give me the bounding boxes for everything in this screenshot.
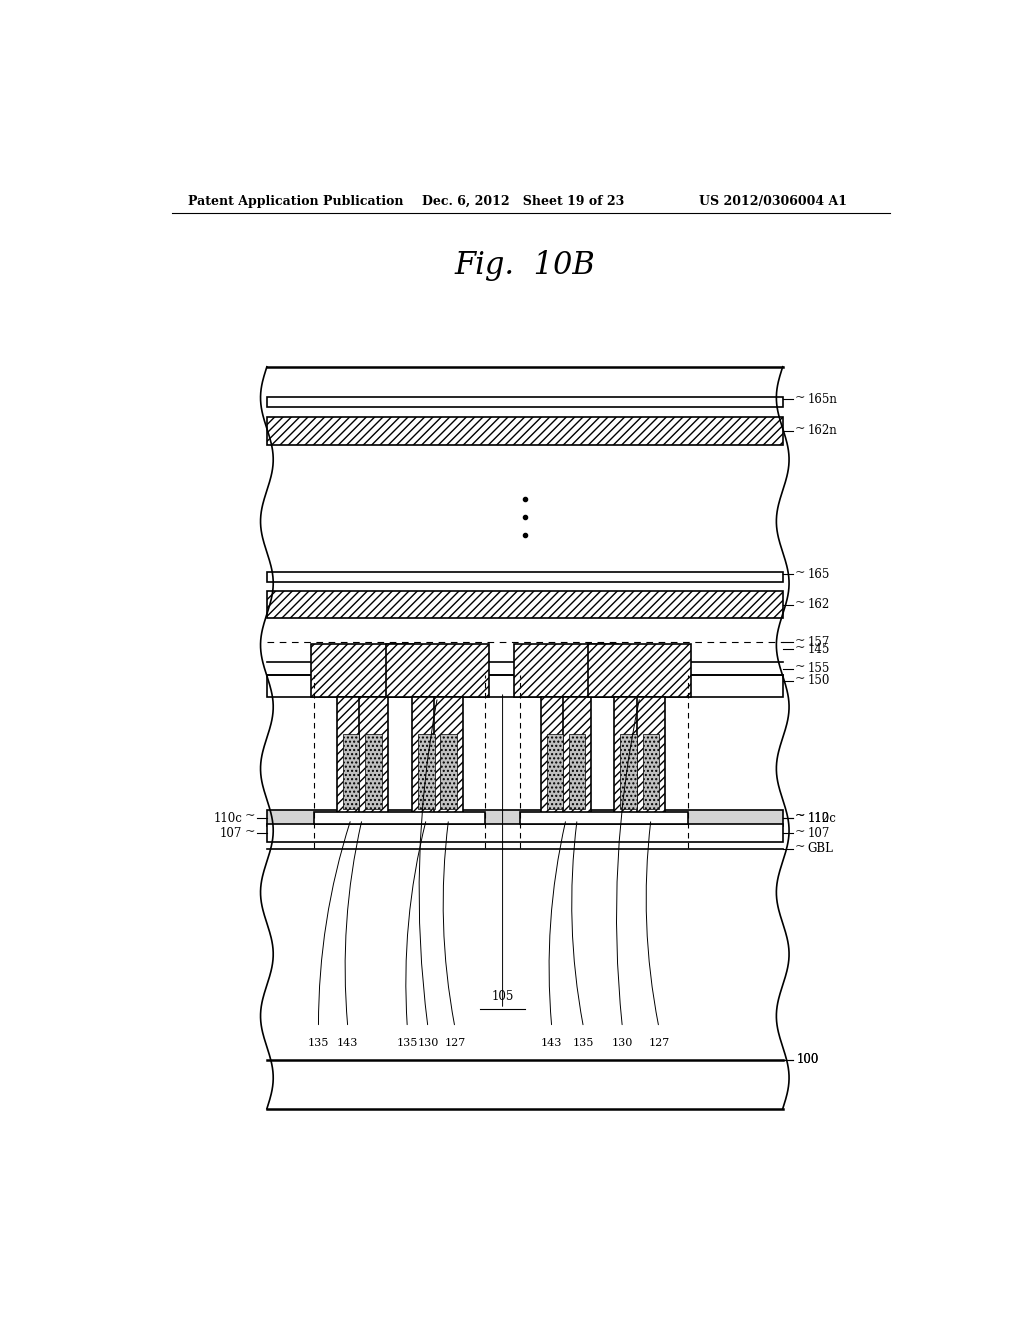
Text: ~: ~ [795, 391, 805, 404]
Text: 107: 107 [807, 826, 829, 840]
Text: ~: ~ [245, 825, 255, 838]
Text: 157: 157 [807, 636, 829, 648]
Bar [267, 824, 782, 842]
Text: 162: 162 [807, 598, 829, 611]
Text: ~: ~ [795, 672, 805, 685]
Text: 135: 135 [572, 1038, 594, 1048]
Text: ~: ~ [795, 422, 805, 436]
Bar [541, 697, 569, 818]
Text: 105: 105 [492, 990, 514, 1003]
Text: 145: 145 [807, 643, 829, 656]
Text: ~: ~ [795, 809, 805, 822]
Bar [643, 734, 659, 809]
Text: 135: 135 [308, 1038, 329, 1048]
Text: 162n: 162n [807, 424, 837, 437]
Text: 127: 127 [444, 1038, 466, 1048]
Bar [547, 734, 563, 809]
Text: 130: 130 [611, 1038, 633, 1048]
Text: US 2012/0306004 A1: US 2012/0306004 A1 [699, 194, 848, 207]
Text: ~: ~ [795, 640, 805, 653]
Bar [412, 697, 440, 818]
Text: 165: 165 [807, 568, 829, 581]
Text: ~: ~ [795, 565, 805, 578]
Bar [434, 697, 463, 818]
Bar [267, 591, 782, 618]
Bar [520, 812, 688, 824]
Bar [267, 675, 782, 697]
Text: GBL: GBL [807, 842, 834, 855]
Text: 143: 143 [337, 1038, 358, 1048]
Bar [440, 734, 457, 809]
Bar [621, 734, 637, 809]
Text: 135: 135 [396, 1038, 418, 1048]
Text: 130: 130 [418, 1038, 438, 1048]
Bar [337, 697, 366, 818]
Bar [614, 697, 643, 818]
Text: 150: 150 [807, 675, 829, 688]
Bar [267, 417, 782, 445]
Text: 165n: 165n [807, 393, 838, 405]
Bar [267, 397, 782, 408]
Text: ~: ~ [795, 840, 805, 853]
Bar [267, 367, 782, 1109]
Bar [310, 644, 414, 697]
Text: ~: ~ [795, 660, 805, 673]
Bar [563, 697, 592, 818]
Text: Patent Application Publication: Patent Application Publication [187, 194, 403, 207]
Bar [313, 812, 485, 824]
Bar [267, 810, 782, 826]
Text: 100: 100 [797, 1053, 818, 1067]
Bar [588, 644, 691, 697]
Bar [365, 734, 382, 809]
Text: ~: ~ [795, 825, 805, 838]
Bar [514, 644, 617, 697]
Text: Dec. 6, 2012   Sheet 19 of 23: Dec. 6, 2012 Sheet 19 of 23 [422, 194, 624, 207]
Bar [386, 644, 489, 697]
Text: ~: ~ [795, 634, 805, 647]
Bar [418, 734, 434, 809]
Text: 155: 155 [807, 663, 829, 675]
Text: 112: 112 [807, 812, 829, 825]
Text: 100: 100 [797, 1053, 819, 1067]
Bar [343, 734, 359, 809]
Text: ~: ~ [795, 597, 805, 609]
Text: Fig.  10B: Fig. 10B [455, 249, 595, 281]
Bar [359, 697, 387, 818]
Text: 143: 143 [541, 1038, 562, 1048]
Text: ~: ~ [795, 809, 805, 822]
Bar [569, 734, 586, 809]
Text: 110c: 110c [213, 812, 243, 825]
Text: ~: ~ [245, 809, 255, 822]
Bar [267, 572, 782, 582]
Text: 127: 127 [648, 1038, 670, 1048]
Text: 110c: 110c [807, 812, 837, 825]
Text: 107: 107 [220, 826, 243, 840]
Bar [637, 697, 666, 818]
